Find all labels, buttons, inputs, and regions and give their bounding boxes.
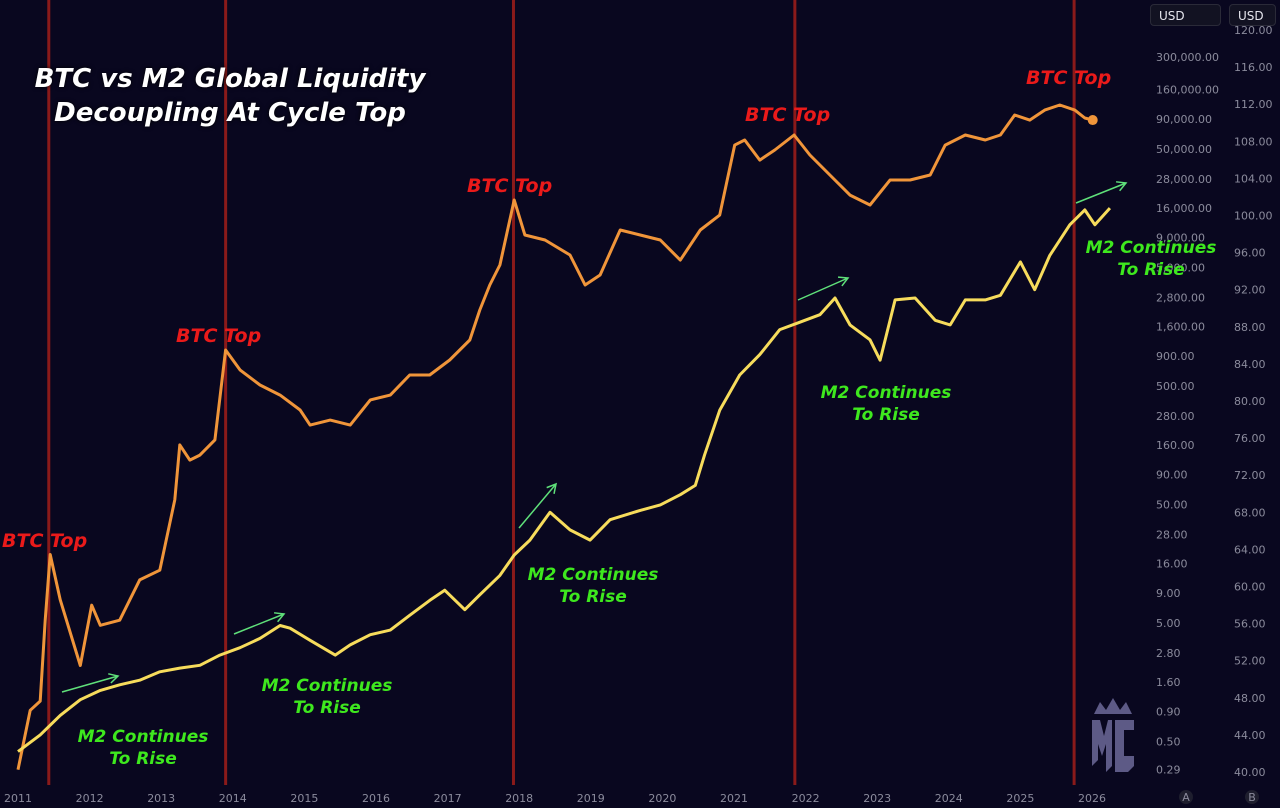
left-axis-tick-label: 160,000.00 [1156, 83, 1219, 96]
right-axis-tick-label: 44.00 [1234, 729, 1266, 742]
right-axis-tick-label: 120.00 [1234, 24, 1273, 37]
right-axis-tick-label: 112.00 [1234, 98, 1273, 111]
trend-arrow [233, 613, 285, 635]
right-axis-tick-label: 60.00 [1234, 581, 1266, 594]
trend-arrow [518, 483, 557, 529]
left-axis-tick-label: 5.00 [1156, 617, 1181, 630]
x-tick-label: 2013 [147, 792, 175, 805]
annotation-btc-top-2011: BTC Top [2, 530, 88, 552]
right-axis-tick-label: 64.00 [1234, 543, 1266, 556]
right-axis-tick-label: 68.00 [1234, 506, 1266, 519]
annotation-m2-rise-2021: M2 Continues To Rise [820, 383, 952, 425]
arrow-head [837, 276, 850, 287]
btc-last-point [1087, 115, 1098, 126]
left-axis-tick-label: 1.60 [1156, 676, 1181, 689]
right-axis-tick-label: 116.00 [1234, 61, 1273, 74]
x-tick-label: 2026 [1078, 792, 1106, 805]
annotation-m2-rise-2017: M2 Continues To Rise [527, 565, 659, 607]
annotation-btc-top-2013: BTC Top [176, 325, 262, 347]
trend-arrow [61, 675, 119, 693]
right-axis-tick-label: 56.00 [1234, 618, 1266, 631]
left-axis-tick-label: 160.00 [1156, 439, 1195, 452]
arrow-head [108, 673, 120, 684]
left-axis-tick-label: 9,000.00 [1156, 231, 1205, 244]
right-axis-tick-label: 104.00 [1234, 172, 1273, 185]
annotation-m2-rise-2013: M2 Continues To Rise [261, 676, 393, 718]
right-axis-tick-label: 100.00 [1234, 210, 1273, 223]
left-axis-tick-label: 16.00 [1156, 557, 1188, 570]
x-tick-label: 2016 [362, 792, 390, 805]
x-tick-label: 2019 [577, 792, 605, 805]
left-axis-tick-label: 900.00 [1156, 350, 1195, 363]
trend-arrow [1075, 182, 1127, 204]
x-tick-label: 2018 [505, 792, 533, 805]
left-axis-tick-label: 28,000.00 [1156, 173, 1212, 186]
right-axis-tick-label: 88.00 [1234, 321, 1266, 334]
left-axis-tick-label: 50,000.00 [1156, 143, 1212, 156]
x-tick-label: 2022 [792, 792, 820, 805]
left-axis-tick-label: 280.00 [1156, 410, 1195, 423]
annotation-m2-rise-2025: M2 Continues To Rise [1085, 238, 1217, 280]
x-tick-label: 2023 [863, 792, 891, 805]
left-axis-tick-label: 2,800.00 [1156, 292, 1205, 305]
arrow-head [273, 612, 286, 623]
left-axis-tick-label: 2.80 [1156, 647, 1181, 660]
scale-mode-button [1245, 790, 1259, 804]
scale-mode-label: A [1182, 791, 1190, 804]
annotation-btc-top-2025: BTC Top [1026, 67, 1112, 89]
scale-mode-button [1179, 790, 1193, 804]
left-axis-tick-label: 500.00 [1156, 380, 1195, 393]
right-axis-tick-label: 92.00 [1234, 284, 1266, 297]
right-axis-tick-label: 48.00 [1234, 692, 1266, 705]
annotation-btc-top-2017: BTC Top [467, 175, 553, 197]
right-axis-currency-button[interactable]: USD [1229, 4, 1276, 26]
left-axis-tick-label: 90.00 [1156, 468, 1188, 481]
left-axis-tick-label: 0.29 [1156, 764, 1181, 777]
chart-title-line-2: Decoupling At Cycle Top [54, 98, 406, 128]
m2-series-line [17, 207, 1112, 753]
annotation-m2-rise-2011: M2 Continues To Rise [77, 727, 209, 769]
right-axis-tick-label: 76.00 [1234, 432, 1266, 445]
x-tick-label: 2014 [219, 792, 247, 805]
btc-series-line [16, 103, 1094, 771]
right-axis-tick-label: 108.00 [1234, 135, 1273, 148]
x-tick-label: 2024 [935, 792, 963, 805]
x-tick-label: 2021 [720, 792, 748, 805]
scale-mode-label: B [1248, 791, 1256, 804]
left-axis-tick-label: 28.00 [1156, 529, 1188, 542]
x-tick-label: 2015 [290, 792, 318, 805]
x-tick-label: 2012 [76, 792, 104, 805]
left-axis-tick-label: 9.00 [1156, 587, 1181, 600]
x-tick-label: 2011 [4, 792, 32, 805]
left-axis-tick-label: 50.00 [1156, 499, 1188, 512]
left-axis-tick-label: 0.90 [1156, 705, 1181, 718]
right-axis-tick-label: 40.00 [1234, 766, 1266, 779]
left-axis-tick-label: 16,000.00 [1156, 202, 1212, 215]
left-axis-tick-label: 300,000.00 [1156, 51, 1219, 64]
right-axis-tick-label: 52.00 [1234, 655, 1266, 668]
x-tick-label: 2025 [1006, 792, 1034, 805]
left-axis-tick-label: 90,000.00 [1156, 113, 1212, 126]
right-axis-tick-label: 96.00 [1234, 247, 1266, 260]
right-axis-tick-label: 84.00 [1234, 358, 1266, 371]
trend-arrow [797, 277, 849, 301]
chart-title: BTC vs M2 Global Liquidity Decoupling At… [20, 62, 440, 130]
left-axis-currency-button[interactable]: USD [1150, 4, 1221, 26]
right-axis-tick-label: 80.00 [1234, 395, 1266, 408]
arrow-head [546, 482, 558, 494]
chart-title-line-1: BTC vs M2 Global Liquidity [34, 64, 426, 94]
left-axis-tick-label: 1,600.00 [1156, 320, 1205, 333]
arrow-head [1115, 181, 1128, 192]
left-axis-tick-label: 5,000.00 [1156, 262, 1205, 275]
annotation-btc-top-2021: BTC Top [745, 104, 831, 126]
left-axis-tick-label: 0.50 [1156, 736, 1181, 749]
x-tick-label: 2017 [434, 792, 462, 805]
right-axis-tick-label: 72.00 [1234, 469, 1266, 482]
mc-logo [1092, 698, 1134, 772]
x-tick-label: 2020 [648, 792, 676, 805]
